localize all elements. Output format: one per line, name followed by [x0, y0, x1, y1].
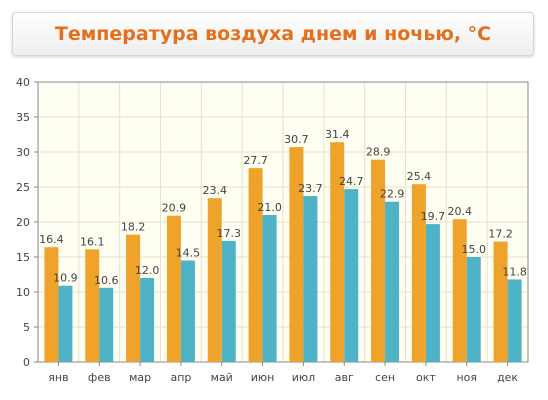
x-tick-label: ноя: [456, 371, 477, 384]
bar-night: [303, 196, 318, 362]
plot-border: [37, 81, 529, 363]
bar-day: [44, 247, 59, 362]
value-label-day: 18.2: [121, 221, 146, 234]
bar-night: [140, 278, 155, 362]
value-label-day: 31.4: [325, 128, 350, 141]
x-tick-label: май: [211, 371, 233, 384]
y-tick-label: 20: [16, 216, 30, 229]
x-tick-label: окт: [416, 371, 436, 384]
value-label-day: 17.2: [488, 228, 513, 241]
y-tick-label: 25: [16, 181, 30, 194]
y-tick-label: 0: [23, 356, 30, 369]
bar-day: [166, 215, 181, 362]
x-tick-label: сен: [375, 371, 395, 384]
chart-title: Температура воздуха днем и ночью, °C: [54, 23, 492, 45]
bar-night: [344, 189, 359, 362]
x-tick-label: авг: [335, 371, 354, 384]
bar-night: [507, 279, 522, 362]
value-label-night: 19.7: [421, 210, 446, 223]
y-tick-label: 35: [16, 111, 30, 124]
x-tick-label: июл: [292, 371, 315, 384]
bar-day: [85, 249, 100, 362]
bar-day: [207, 198, 222, 362]
value-label-night: 24.7: [339, 175, 364, 188]
value-label-day: 16.4: [39, 233, 64, 246]
bar-day: [330, 142, 345, 362]
value-label-night: 15.0: [462, 243, 487, 256]
value-label-day: 27.7: [243, 154, 268, 167]
x-tick-label: апр: [170, 371, 191, 384]
x-tick-label: янв: [48, 371, 68, 384]
bar-day: [493, 241, 508, 362]
value-label-night: 10.9: [53, 272, 78, 285]
value-label-night: 12.0: [135, 264, 160, 277]
value-label-night: 14.5: [176, 247, 201, 260]
bar-day: [289, 147, 304, 362]
x-tick-label: июн: [251, 371, 275, 384]
bar-day: [411, 184, 426, 362]
y-tick-label: 15: [16, 251, 30, 264]
value-label-day: 20.4: [448, 205, 473, 218]
bar-day: [248, 168, 263, 362]
bar-night: [262, 215, 277, 362]
bar-day: [452, 219, 467, 362]
bar-night: [385, 201, 400, 362]
y-tick-label: 5: [23, 321, 30, 334]
x-tick-label: мар: [129, 371, 151, 384]
bar-night: [425, 224, 440, 362]
bar-night: [221, 240, 236, 362]
value-label-night: 11.8: [502, 265, 527, 278]
value-label-day: 16.1: [80, 235, 105, 248]
value-label-day: 28.9: [366, 146, 391, 159]
value-label-day: 23.4: [203, 184, 228, 197]
value-label-night: 23.7: [298, 182, 323, 195]
chart-title-box: Температура воздуха днем и ночью, °C: [12, 12, 534, 56]
value-label-day: 30.7: [284, 133, 309, 146]
y-tick-label: 10: [16, 286, 30, 299]
x-tick-label: дек: [497, 371, 518, 384]
y-tick-label: 40: [16, 76, 30, 89]
value-label-night: 10.6: [94, 274, 119, 287]
value-label-day: 20.9: [162, 202, 187, 215]
y-tick-label: 30: [16, 146, 30, 159]
value-label-night: 17.3: [217, 227, 242, 240]
bar-night: [99, 287, 114, 362]
value-label-day: 25.4: [407, 170, 432, 183]
bar-night: [180, 260, 195, 362]
x-tick-label: фев: [88, 371, 111, 384]
value-label-night: 21.0: [257, 201, 282, 214]
value-label-night: 22.9: [380, 188, 405, 201]
bar-night: [466, 257, 481, 362]
bar-night: [58, 285, 73, 362]
bar-day: [126, 234, 141, 362]
bar-day: [371, 159, 386, 362]
